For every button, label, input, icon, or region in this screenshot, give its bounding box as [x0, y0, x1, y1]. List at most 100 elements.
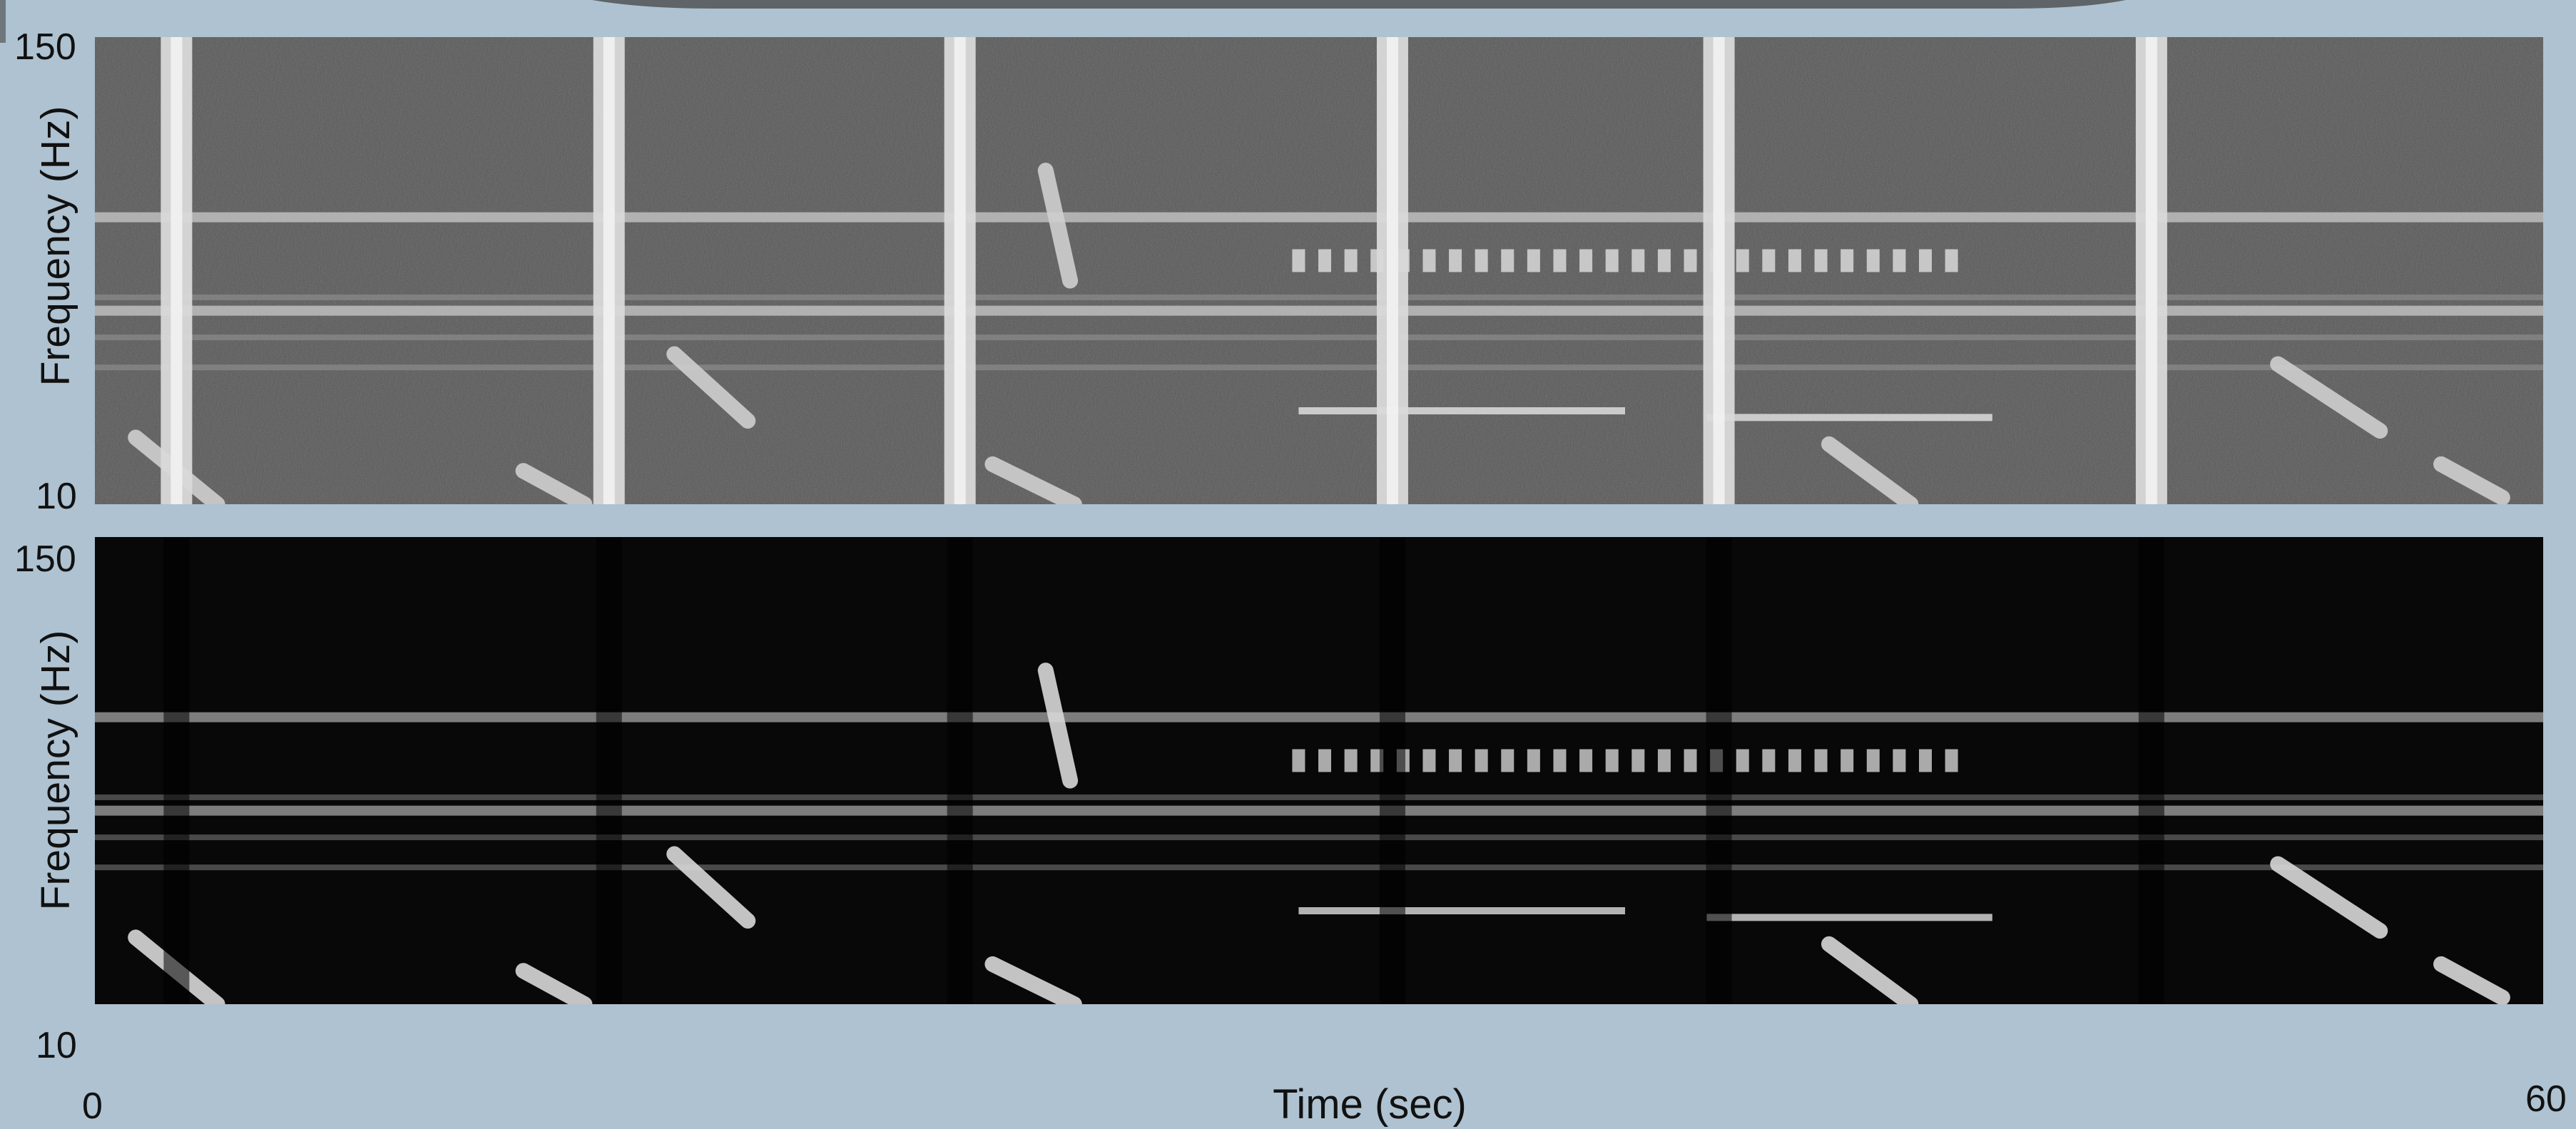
pulse-train-dot: [1605, 749, 1619, 772]
bottom-y-tick-max: 150: [14, 538, 76, 580]
sweep-call: [2270, 356, 2388, 439]
broadband-pulse-core: [2145, 37, 2157, 504]
sweep-call: [2433, 456, 2510, 504]
pulse-train-dot: [1422, 249, 1436, 272]
pulse-train-dot: [1736, 249, 1749, 272]
pulse-train-dot: [1841, 749, 1854, 772]
tonal-line: [95, 305, 2543, 316]
tonal-line: [95, 834, 2543, 841]
sweep-call: [666, 346, 756, 429]
pulse-train-dot: [1501, 749, 1514, 772]
pulse-train-dot: [1866, 749, 1880, 772]
top-spectrogram-panel: [95, 37, 2543, 504]
x-axis-label: Time (sec): [1273, 1081, 1467, 1128]
pulse-train-dot: [1657, 749, 1671, 772]
broadband-pulse-core: [170, 37, 183, 504]
horizontal-segment: [1706, 414, 1992, 422]
pulse-train-dot: [1449, 249, 1462, 272]
pulse-train-dot: [1684, 749, 1697, 772]
pulse-train-dot: [1631, 249, 1645, 272]
pulse-train-dot: [1449, 749, 1462, 772]
sweep-call: [2270, 856, 2388, 939]
pulse-train-dot: [1344, 749, 1358, 772]
pulse-train-dot: [1501, 249, 1514, 272]
pulse-train-dot: [1475, 749, 1488, 772]
tonal-line: [95, 334, 2543, 341]
pulse-train-dot: [1527, 249, 1540, 272]
pulse-train-dot: [1579, 749, 1593, 772]
tonal-line: [95, 794, 2543, 800]
broadband-pulse-shadow: [1706, 537, 1732, 1004]
sweep-call: [515, 463, 593, 504]
tonal-line: [95, 712, 2543, 722]
pulse-train-dot: [1762, 749, 1776, 772]
tonal-line: [95, 294, 2543, 300]
tonal-line: [95, 805, 2543, 816]
horizontal-segment: [1706, 914, 1992, 921]
sweep-call: [984, 956, 1082, 1004]
sweep-call: [1037, 163, 1079, 289]
broadband-pulse-shadow: [1379, 537, 1405, 1004]
pulse-train-dot: [1893, 249, 1906, 272]
pulse-train-dot: [1657, 249, 1671, 272]
pulse-train-dot: [1788, 249, 1801, 272]
broadband-pulse-shadow: [2138, 537, 2164, 1004]
sweep-call: [1821, 936, 1919, 1004]
bottom-spectrogram-panel: [95, 537, 2543, 1004]
tonal-line: [95, 212, 2543, 223]
pulse-train-dot: [1318, 749, 1332, 772]
tonal-line: [95, 364, 2543, 371]
pulse-train-dot: [1866, 249, 1880, 272]
pulse-train-dot: [1344, 249, 1358, 272]
sweep-call: [515, 963, 593, 1004]
pulse-train-dot: [1292, 749, 1305, 772]
pulse-train-dot: [1918, 749, 1932, 772]
pulse-train-dot: [1945, 749, 1958, 772]
broadband-pulse-core: [603, 37, 615, 504]
pulse-train-dot: [1318, 249, 1332, 272]
horizontal-segment: [1298, 407, 1625, 414]
pulse-train-dot: [1788, 749, 1801, 772]
sweep-call: [1037, 663, 1079, 789]
bottom-y-axis-label: Frequency (Hz): [33, 630, 78, 911]
pulse-train-dot: [1841, 249, 1854, 272]
pulse-train-dot: [1631, 749, 1645, 772]
pulse-train-dot: [1475, 249, 1488, 272]
bottom-y-tick-min: 10: [36, 1025, 77, 1066]
pulse-train-dot: [1814, 749, 1828, 772]
pulse-train-dot: [1684, 249, 1697, 272]
pulse-train-dot: [1422, 749, 1436, 772]
tonal-line: [95, 864, 2543, 871]
window-tab-decoration: [0, 0, 2126, 43]
broadband-pulse-core: [1713, 37, 1725, 504]
pulse-train-dot: [1893, 749, 1906, 772]
pulse-train-dot: [1553, 749, 1567, 772]
spectrogram-plot-area: [95, 537, 2543, 1004]
pulse-train-dot: [1292, 249, 1305, 272]
pulse-train-dot: [1736, 749, 1749, 772]
pulse-train-dot: [1553, 249, 1567, 272]
pulse-train-dot: [1814, 249, 1828, 272]
pulse-train-dot: [1605, 249, 1619, 272]
x-tick-end: 60: [2525, 1078, 2567, 1120]
pulse-train-dot: [1762, 249, 1776, 272]
spectrogram-plot-area: [95, 37, 2543, 504]
pulse-train-dot: [1945, 249, 1958, 272]
pulse-train-dot: [1527, 749, 1540, 772]
broadband-pulse-shadow: [596, 537, 622, 1004]
broadband-pulse-core: [954, 37, 966, 504]
horizontal-segment: [1298, 907, 1625, 914]
sweep-call: [984, 456, 1082, 504]
top-y-tick-min: 10: [36, 476, 77, 517]
top-y-axis-label: Frequency (Hz): [33, 106, 78, 387]
broadband-pulse-shadow: [163, 537, 190, 1004]
pulse-train-dot: [1918, 249, 1932, 272]
sweep-call: [2433, 956, 2510, 1004]
broadband-pulse-core: [1386, 37, 1398, 504]
pulse-train-dot: [1579, 249, 1593, 272]
x-tick-start: 0: [82, 1085, 103, 1127]
sweep-call: [666, 846, 756, 929]
top-y-tick-max: 150: [14, 26, 76, 68]
sweep-call: [1821, 436, 1919, 504]
broadband-pulse-shadow: [947, 537, 973, 1004]
